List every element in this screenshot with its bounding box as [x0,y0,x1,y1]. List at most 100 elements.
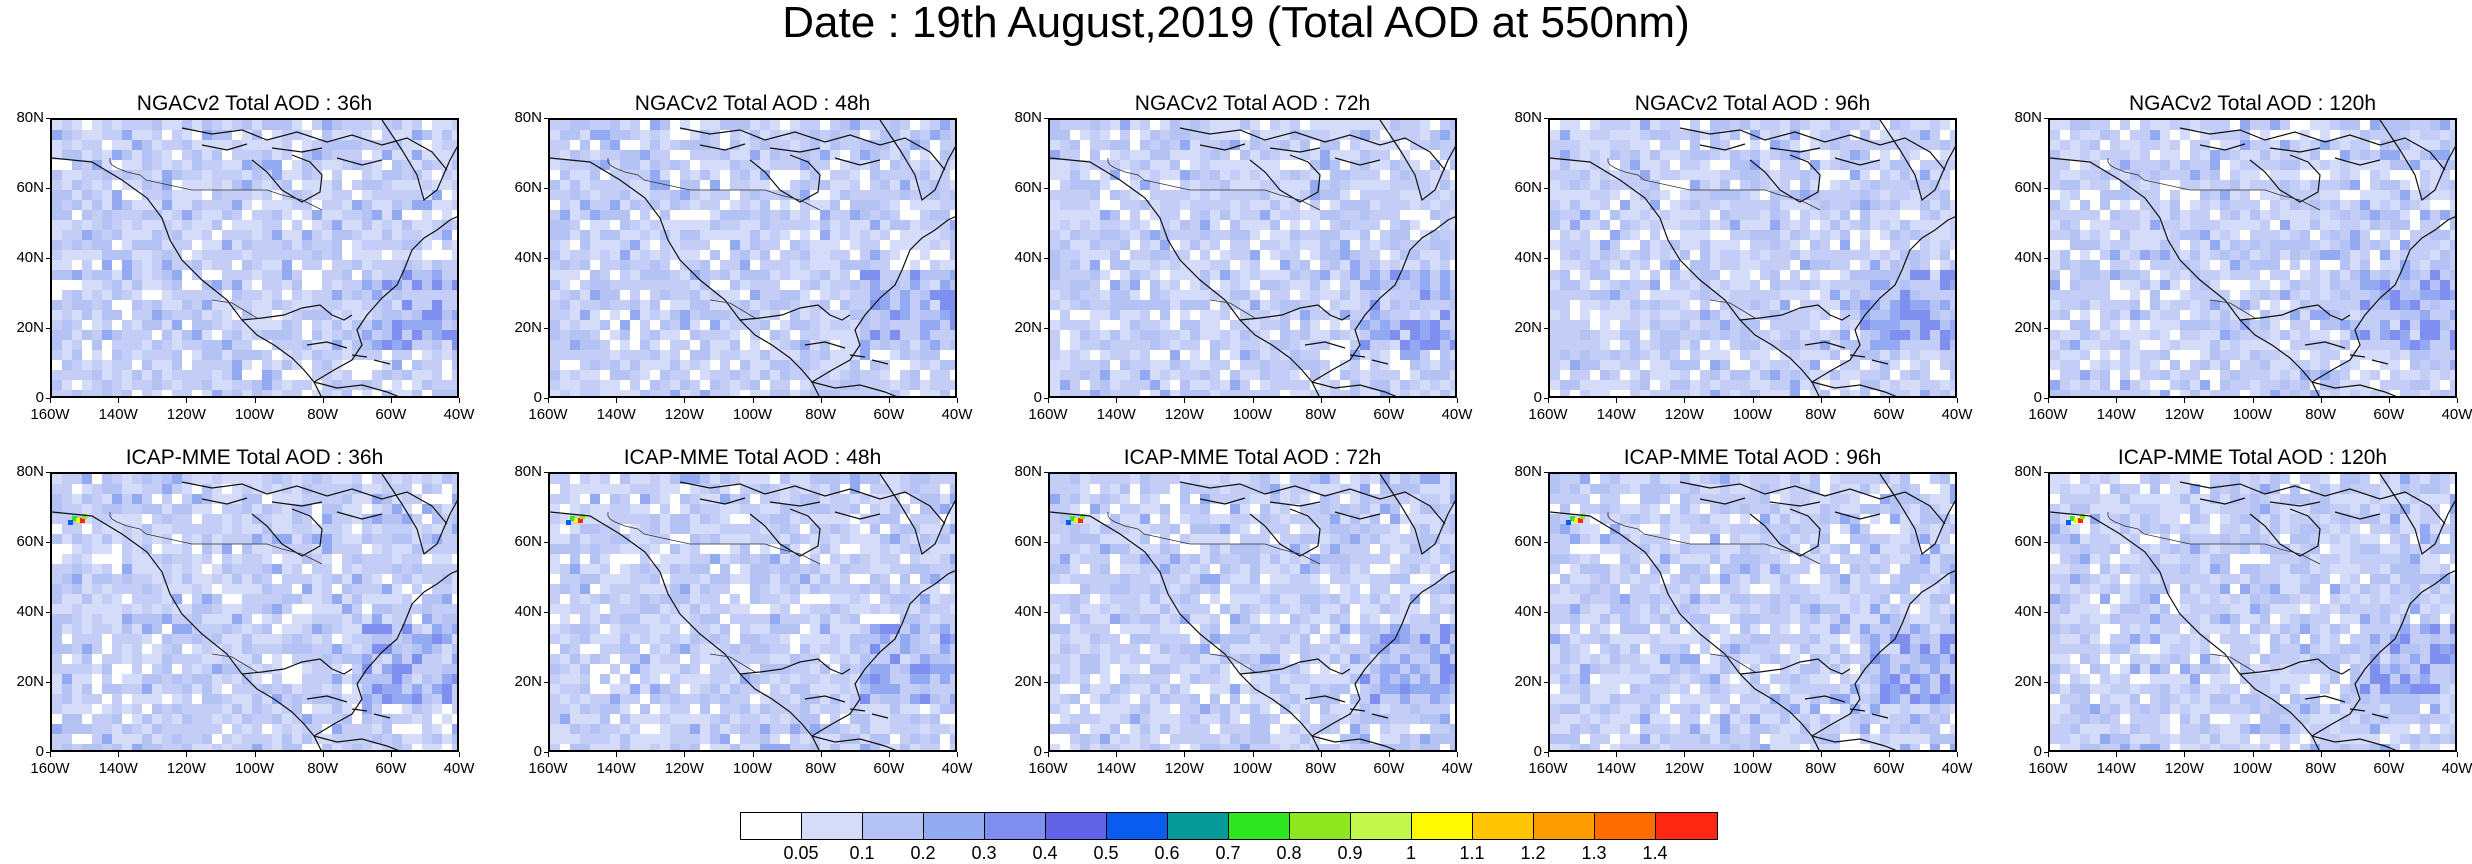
aod-grid-cell [352,210,362,220]
aod-grid-cell [1810,200,1820,210]
aod-grid-cell [152,250,162,260]
aod-grid-cell [1220,180,1230,190]
aod-grid-cell [442,230,452,240]
aod-grid-cell [1830,290,1840,300]
aod-grid-cell [730,290,740,300]
aod-grid-cell [322,200,332,210]
aod-grid-cell [1230,250,1240,260]
aod-grid-cell [660,140,670,150]
aod-grid-cell [880,240,890,250]
aod-grid-cell [1880,190,1890,200]
aod-grid-cell [132,380,142,390]
aod-grid-cell [1110,380,1120,390]
aod-grid-cell [640,330,650,340]
aod-grid-cell [1680,230,1690,240]
aod-grid-cell [900,220,910,230]
aod-grid-cell [600,380,610,390]
aod-grid-cell [840,320,850,330]
aod-grid-cell [1090,350,1100,360]
aod-grid-cell [1390,120,1400,130]
aod-grid-cell [132,240,142,250]
aod-grid-cell [1670,120,1680,130]
aod-grid-cell [312,220,322,230]
aod-grid-cell [670,140,680,150]
aod-grid-cell [112,300,122,310]
aod-grid-cell [1180,220,1190,230]
aod-grid-cell [62,350,72,360]
aod-grid-cell [1770,390,1780,398]
aod-grid-cell [780,150,790,160]
aod-grid-cell [1070,260,1080,270]
aod-grid-cell [212,150,222,160]
aod-grid-cell [1910,250,1920,260]
aod-grid-cell [1820,230,1830,240]
aod-grid-cell [2050,120,2060,130]
aod-grid-cell [580,350,590,360]
aod-grid-cell [1750,280,1760,290]
aod-grid-cell [790,380,800,390]
aod-grid-cell [940,190,950,200]
aod-grid-cell [2330,160,2340,170]
aod-grid-cell [610,120,620,130]
aod-grid-cell [1780,120,1790,130]
aod-grid-cell [620,210,630,220]
aod-grid-cell [1640,250,1650,260]
longitude-tick [616,398,617,403]
aod-grid-cell [760,180,770,190]
aod-grid-cell [272,350,282,360]
aod-grid-cell [372,240,382,250]
aod-grid-cell [142,280,152,290]
aod-grid-cell [940,250,950,260]
aod-grid-cell [212,370,222,380]
aod-grid-cell [1820,200,1830,210]
aod-grid-cell [1380,380,1390,390]
aod-grid-cell [1100,310,1110,320]
aod-grid-cell [660,380,670,390]
aod-grid-cell [412,190,422,200]
aod-grid-cell [630,300,640,310]
aod-grid-cell [1150,250,1160,260]
aod-grid-cell [1100,120,1110,130]
aod-grid-cell [840,380,850,390]
aod-grid-cell [1320,190,1330,200]
aod-grid-cell [1250,180,1260,190]
aod-grid-cell [1940,390,1950,398]
aod-grid-cell [372,150,382,160]
aod-grid-cell [262,210,272,220]
aod-grid-cell [1750,210,1760,220]
aod-grid-cell [52,330,62,340]
aod-grid-cell [800,310,810,320]
aod-grid-cell [870,330,880,340]
aod-grid-cell [900,230,910,240]
aod-grid-cell [900,170,910,180]
aod-grid-cell [72,270,82,280]
aod-grid-cell [1310,200,1320,210]
aod-grid-cell [750,120,760,130]
aod-grid-cell [790,120,800,130]
aod-grid-cell [442,320,452,330]
aod-grid-cell [1590,310,1600,320]
aod-grid-cell [690,360,700,370]
aod-grid-cell [1620,390,1630,398]
aod-grid-cell [1930,200,1940,210]
aod-grid-cell [1660,370,1670,380]
aod-grid-cell [580,320,590,330]
aod-grid-cell [1080,390,1090,398]
aod-grid-cell [850,200,860,210]
aod-grid-cell [82,260,92,270]
aod-grid-cell [1870,150,1880,160]
aod-grid-cell [182,130,192,140]
aod-grid-cell [700,390,710,398]
aod-grid-cell [1950,350,1957,360]
aod-grid-cell [2300,160,2310,170]
aod-grid-cell [1660,160,1670,170]
aod-grid-cell [2050,140,2060,150]
aod-grid-cell [452,220,459,230]
aod-grid-cell [1890,230,1900,240]
aod-grid-cell [1350,120,1360,130]
aod-grid-cell [680,390,690,398]
aod-grid-cell [1440,230,1450,240]
aod-grid-cell [1090,390,1100,398]
aod-grid-cell [1940,350,1950,360]
aod-grid-cell [1350,210,1360,220]
